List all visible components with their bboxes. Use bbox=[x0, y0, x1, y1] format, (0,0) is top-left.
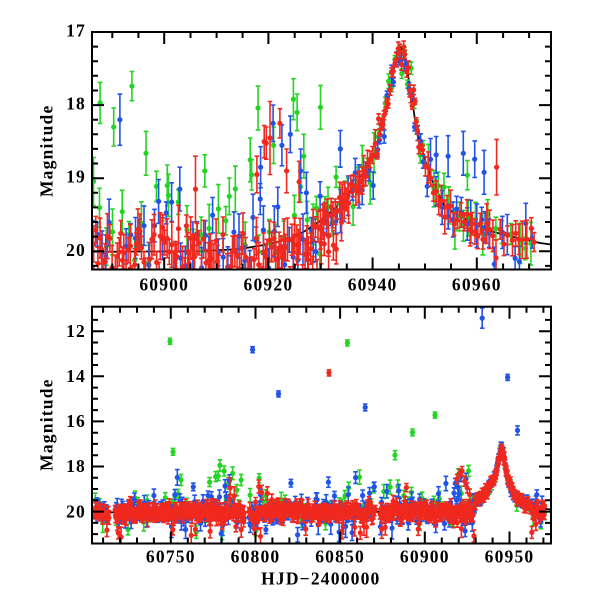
svg-text:60750: 60750 bbox=[146, 547, 196, 567]
svg-text:60850: 60850 bbox=[315, 547, 365, 567]
svg-text:60920: 60920 bbox=[244, 275, 294, 295]
svg-text:60900: 60900 bbox=[400, 547, 450, 567]
svg-text:12: 12 bbox=[66, 321, 86, 341]
svg-text:60950: 60950 bbox=[485, 547, 535, 567]
svg-text:14: 14 bbox=[66, 366, 86, 386]
svg-text:20: 20 bbox=[66, 240, 86, 260]
svg-text:60940: 60940 bbox=[348, 275, 398, 295]
svg-text:20: 20 bbox=[66, 501, 86, 521]
svg-text:Magnitude: Magnitude bbox=[37, 378, 57, 470]
svg-text:60960: 60960 bbox=[452, 275, 502, 295]
svg-text:19: 19 bbox=[66, 167, 86, 187]
svg-text:18: 18 bbox=[66, 94, 86, 114]
svg-text:16: 16 bbox=[66, 411, 86, 431]
svg-text:60800: 60800 bbox=[231, 547, 281, 567]
svg-text:HJD−2400000: HJD−2400000 bbox=[261, 569, 380, 589]
svg-text:60900: 60900 bbox=[139, 275, 189, 295]
svg-text:18: 18 bbox=[66, 456, 86, 476]
svg-text:Magnitude: Magnitude bbox=[37, 105, 57, 197]
svg-text:17: 17 bbox=[66, 21, 86, 41]
